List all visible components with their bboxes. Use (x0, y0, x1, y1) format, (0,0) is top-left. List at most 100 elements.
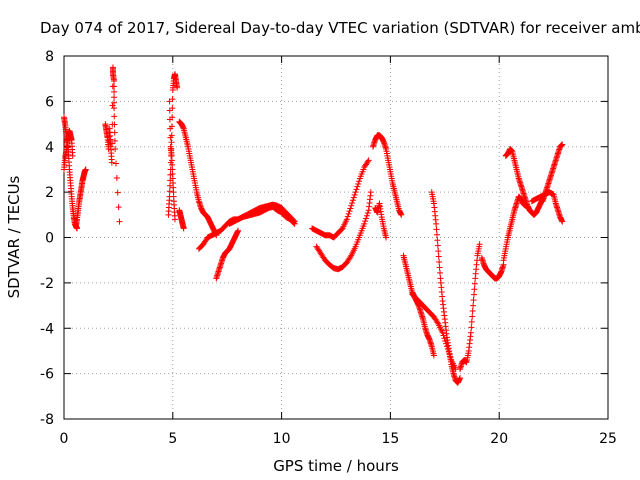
data-points (61, 64, 566, 386)
data-point (440, 332, 447, 339)
y-tick-label: 4 (45, 140, 54, 156)
data-point (469, 308, 476, 315)
data-point (111, 137, 118, 144)
series-hump-8-10h (226, 201, 298, 227)
data-point (367, 189, 374, 196)
data-point (467, 329, 474, 336)
data-point (349, 200, 356, 207)
data-point (111, 113, 118, 120)
x-tick-label: 0 (60, 431, 69, 447)
data-point (290, 217, 297, 224)
data-point (434, 237, 441, 244)
data-point (364, 209, 371, 216)
series-dip-19-20h (478, 254, 507, 282)
data-point (350, 194, 357, 201)
data-point (364, 158, 371, 165)
data-point (346, 208, 353, 215)
data-point (435, 253, 442, 260)
data-point (476, 241, 483, 248)
series-dip-7h (213, 227, 242, 282)
data-point (171, 216, 178, 223)
data-point (349, 197, 356, 204)
data-point (470, 291, 477, 298)
data-point (439, 329, 446, 336)
x-tick-label: 5 (168, 431, 177, 447)
data-point (356, 178, 363, 185)
data-point (111, 121, 118, 128)
data-point (166, 188, 173, 195)
data-point (235, 227, 242, 234)
x-axis-label: GPS time / hours (273, 457, 399, 475)
data-point (166, 116, 173, 123)
y-axis-label: SDTVAR / TECUs (5, 175, 23, 298)
data-point (111, 105, 118, 112)
data-point (435, 248, 442, 255)
data-point (82, 166, 89, 173)
data-point (436, 259, 443, 266)
data-point (559, 141, 566, 148)
y-tick-label: -2 (40, 276, 54, 292)
data-point (365, 157, 372, 164)
y-tick-label: -4 (40, 321, 54, 337)
y-tick-label: 0 (45, 231, 54, 247)
series-decay-5-7h (176, 118, 220, 239)
series-rise-20-21h (500, 193, 529, 264)
x-tick-label: 15 (381, 431, 399, 447)
axis-ticks: 0 5 10 15 20 25 -8 -6 -4 -2 0 2 4 6 8 (40, 49, 617, 447)
series-rise-11-14h (309, 157, 372, 241)
data-point (343, 216, 350, 223)
data-point (167, 125, 174, 132)
y-tick-label: 6 (45, 94, 54, 110)
data-point (471, 286, 478, 293)
data-point (166, 98, 173, 105)
x-tick-label: 10 (273, 431, 291, 447)
data-point (111, 94, 118, 101)
series-peak-14-15h (369, 132, 405, 218)
series-fall-15-17h (400, 252, 437, 359)
data-point (347, 205, 354, 212)
series-cluster-2h (102, 64, 123, 225)
data-point (108, 159, 115, 166)
series-tail-22-23h (528, 189, 566, 225)
data-point (430, 352, 437, 359)
data-point (433, 231, 440, 238)
data-point (355, 180, 362, 187)
series-spike-5h (165, 71, 181, 218)
chart-title: Day 074 of 2017, Sidereal Day-to-day VTE… (40, 19, 640, 37)
data-point (345, 210, 352, 217)
data-point (351, 191, 358, 198)
series-drop-17-18h (428, 189, 464, 386)
data-point (559, 218, 566, 225)
data-point (116, 218, 123, 225)
y-tick-label: 8 (45, 49, 54, 65)
data-point (433, 220, 440, 227)
data-point (166, 107, 173, 114)
data-point (470, 297, 477, 304)
data-point (109, 140, 116, 147)
x-tick-label: 20 (490, 431, 508, 447)
data-point (361, 220, 368, 227)
data-point (112, 146, 119, 153)
data-point (167, 134, 174, 141)
data-point (111, 129, 118, 136)
data-point (111, 88, 118, 95)
data-point (111, 99, 118, 106)
data-point (344, 213, 351, 220)
data-point (354, 183, 361, 190)
series-early-b (61, 127, 76, 173)
data-point (347, 254, 354, 261)
data-point (434, 242, 441, 249)
x-tick-label: 25 (599, 431, 617, 447)
data-point (383, 234, 390, 241)
data-point (398, 211, 405, 218)
series-dip-14-15h (372, 200, 390, 241)
data-point (363, 215, 370, 222)
data-point (363, 212, 370, 219)
data-point (352, 189, 359, 196)
data-point (115, 204, 122, 211)
data-point (111, 77, 118, 84)
series-high-20-22h (502, 146, 546, 218)
data-point (433, 226, 440, 233)
data-point (109, 102, 116, 109)
